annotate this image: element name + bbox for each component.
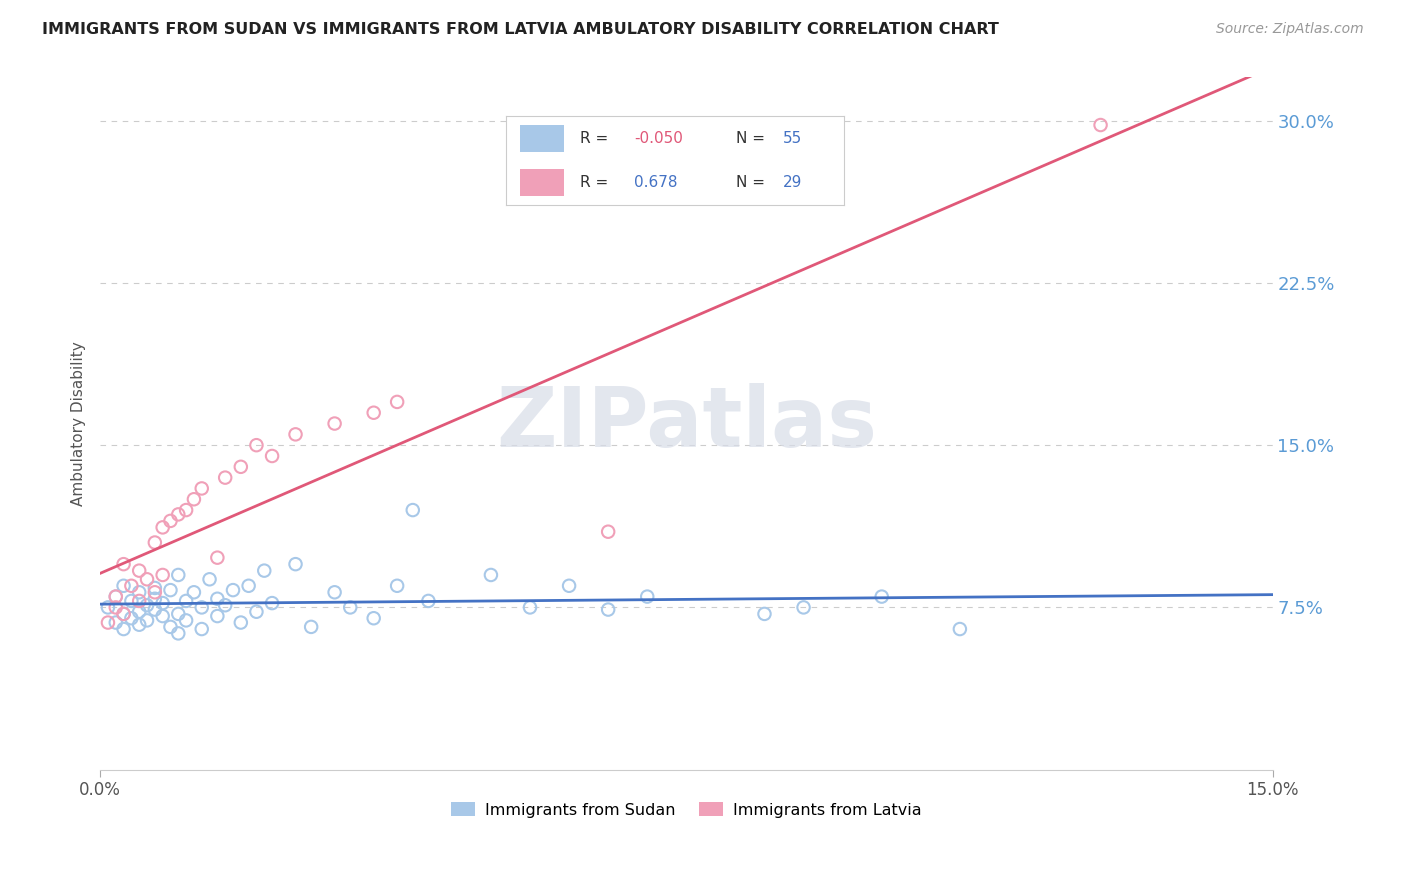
Point — [245, 605, 267, 619]
Point — [159, 514, 181, 528]
Legend: Immigrants from Sudan, Immigrants from Latvia: Immigrants from Sudan, Immigrants from L… — [444, 796, 928, 824]
FancyBboxPatch shape — [520, 169, 564, 196]
Point — [167, 626, 190, 640]
Point — [198, 572, 221, 586]
Point — [128, 564, 150, 578]
Text: -0.050: -0.050 — [634, 131, 683, 145]
Point — [136, 599, 159, 613]
Point — [128, 605, 150, 619]
Text: R =: R = — [581, 176, 609, 190]
Point — [262, 596, 284, 610]
Point — [159, 620, 181, 634]
Text: 29: 29 — [783, 176, 803, 190]
Point — [754, 607, 776, 621]
Point — [143, 581, 166, 595]
Point — [174, 614, 197, 628]
Point — [207, 550, 229, 565]
Point — [636, 590, 658, 604]
Point — [174, 594, 197, 608]
Point — [253, 564, 276, 578]
Point — [104, 590, 127, 604]
Point — [222, 583, 245, 598]
Point — [190, 482, 212, 496]
Point — [97, 615, 120, 630]
Point — [793, 600, 815, 615]
Text: IMMIGRANTS FROM SUDAN VS IMMIGRANTS FROM LATVIA AMBULATORY DISABILITY CORRELATIO: IMMIGRANTS FROM SUDAN VS IMMIGRANTS FROM… — [42, 22, 1000, 37]
Point — [120, 579, 142, 593]
Point — [207, 591, 229, 606]
Point — [262, 449, 284, 463]
Point — [112, 579, 135, 593]
Point — [479, 568, 502, 582]
Point — [214, 470, 236, 484]
Point — [128, 585, 150, 599]
Text: R =: R = — [581, 131, 609, 145]
Point — [112, 607, 135, 621]
Point — [174, 503, 197, 517]
Point — [104, 615, 127, 630]
Point — [183, 585, 205, 599]
Point — [152, 596, 174, 610]
Point — [385, 395, 408, 409]
Point — [120, 611, 142, 625]
Point — [598, 524, 620, 539]
Text: ZIPatlas: ZIPatlas — [496, 383, 877, 464]
Text: 0.678: 0.678 — [634, 176, 678, 190]
Point — [143, 591, 166, 606]
Point — [207, 609, 229, 624]
Point — [284, 557, 307, 571]
Point — [104, 590, 127, 604]
Point — [299, 620, 322, 634]
Point — [363, 406, 385, 420]
Point — [339, 600, 361, 615]
Point — [323, 585, 346, 599]
Point — [214, 599, 236, 613]
Point — [120, 594, 142, 608]
Point — [183, 492, 205, 507]
Point — [152, 520, 174, 534]
Point — [229, 459, 252, 474]
Point — [136, 614, 159, 628]
Point — [245, 438, 267, 452]
Point — [190, 622, 212, 636]
Point — [167, 607, 190, 621]
Point — [136, 572, 159, 586]
Point — [143, 535, 166, 549]
Point — [104, 600, 127, 615]
Point — [152, 568, 174, 582]
Point — [97, 600, 120, 615]
Point — [128, 594, 150, 608]
Point — [128, 617, 150, 632]
Point — [238, 579, 260, 593]
Text: N =: N = — [735, 176, 765, 190]
Point — [152, 609, 174, 624]
Point — [143, 585, 166, 599]
Point — [402, 503, 425, 517]
Point — [229, 615, 252, 630]
Text: N =: N = — [735, 131, 765, 145]
Point — [363, 611, 385, 625]
Point — [385, 579, 408, 593]
Text: 55: 55 — [783, 131, 801, 145]
Point — [112, 557, 135, 571]
Point — [284, 427, 307, 442]
Text: Source: ZipAtlas.com: Source: ZipAtlas.com — [1216, 22, 1364, 37]
Point — [949, 622, 972, 636]
Point — [558, 579, 581, 593]
Point — [190, 600, 212, 615]
Y-axis label: Ambulatory Disability: Ambulatory Disability — [72, 341, 86, 506]
Point — [1090, 118, 1112, 132]
Point — [112, 622, 135, 636]
Point — [519, 600, 541, 615]
FancyBboxPatch shape — [520, 125, 564, 152]
Point — [167, 568, 190, 582]
Point — [167, 508, 190, 522]
Point — [598, 602, 620, 616]
Point — [159, 583, 181, 598]
Point — [870, 590, 893, 604]
Point — [323, 417, 346, 431]
Point — [143, 602, 166, 616]
Point — [418, 594, 440, 608]
Point — [112, 607, 135, 621]
